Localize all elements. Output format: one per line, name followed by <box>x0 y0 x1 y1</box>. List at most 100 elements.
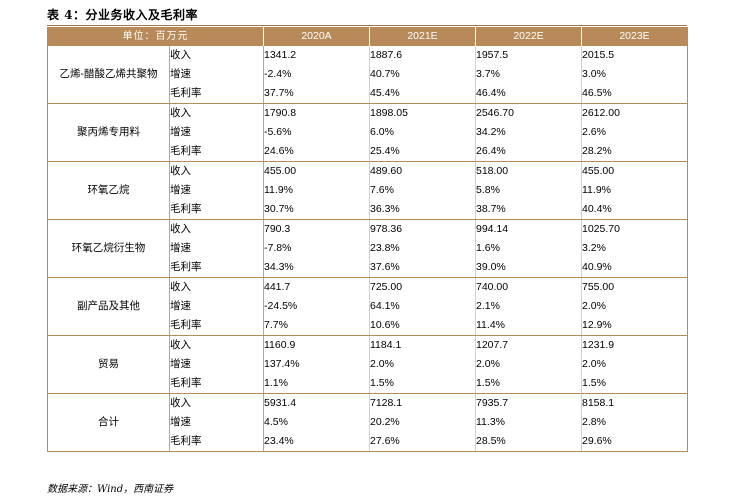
value-cell: 3.0% <box>581 65 688 84</box>
value-cell: 45.4% <box>369 84 476 104</box>
value-cell: 2.8% <box>581 413 688 432</box>
metric-label: 收入 <box>169 161 264 181</box>
table-row: 毛利率 23.4% 27.6% 28.5% 29.6% <box>48 432 688 452</box>
value-cell: 2.0% <box>581 355 688 374</box>
value-cell: 11.4% <box>475 316 582 336</box>
metric-label: 增速 <box>169 239 264 258</box>
value-cell: 2.1% <box>475 297 582 316</box>
metric-label: 毛利率 <box>169 258 264 278</box>
metric-label: 毛利率 <box>169 432 264 452</box>
value-cell: 40.7% <box>369 65 476 84</box>
value-cell: 1957.5 <box>475 46 582 65</box>
table-body: 乙烯-醋酸乙烯共聚物 收入 1341.2 1887.6 1957.5 2015.5 增速 -2… <box>47 46 688 452</box>
value-cell: 2.0% <box>475 355 582 374</box>
value-cell: 46.4% <box>475 84 582 104</box>
value-cell: 1025.70 <box>581 219 688 239</box>
metric-label: 收入 <box>169 393 264 413</box>
value-cell: 34.2% <box>475 123 582 142</box>
value-cell: 11.9% <box>264 184 293 196</box>
value-cell: 2015.5 <box>581 46 688 65</box>
value-cell: 1231.9 <box>581 335 688 355</box>
value-cell: -5.6% <box>264 126 292 138</box>
value-cell: 37.7% <box>263 84 370 104</box>
table-row: 环氧乙烷 收入 455.00 489.60 518.00 455.00 <box>47 161 688 220</box>
metric-label: 收入 <box>169 335 264 355</box>
value-cell: 1184.1 <box>369 335 476 355</box>
value-cell: 1.5% <box>581 374 688 394</box>
table-row: 增速 11.9% 7.6% 5.8% 11.9% <box>48 181 688 200</box>
table-row: 毛利率 1.1% 1.5% 1.5% 1.5% <box>48 374 688 394</box>
value-cell: 978.36 <box>369 219 476 239</box>
value-cell: 4.5% <box>264 416 288 428</box>
value-cell: -2.4% <box>264 68 292 80</box>
value-cell: 1207.7 <box>475 335 582 355</box>
table-row: 毛利率 30.7% 36.3% 38.7% 40.4% <box>48 200 688 220</box>
value-cell: 40.4% <box>581 200 688 220</box>
table-row: 贸易 收入 1160.9 1184.1 1207.7 1231.9 <box>47 335 688 394</box>
table-row: 增速 -24.5% 64.1% 2.1% 2.0% <box>48 297 688 316</box>
value-cell: 10.6% <box>369 316 476 336</box>
value-cell: 28.2% <box>581 142 688 162</box>
value-cell: 11.3% <box>475 413 582 432</box>
metric-label: 收入 <box>169 46 264 65</box>
value-cell: 25.4% <box>369 142 476 162</box>
title-divider <box>47 25 687 26</box>
value-cell: 39.0% <box>475 258 582 278</box>
table-row: 环氧乙烷衍生物 收入 790.3 978.36 994.14 1025.70 <box>47 219 688 278</box>
value-cell: 2.0% <box>581 297 688 316</box>
year-header: 2023E <box>581 27 688 46</box>
metric-label: 毛利率 <box>169 200 264 220</box>
header-row: 单位：百万元 2020A 2021E 2022E 2023E <box>47 27 688 46</box>
table-row: 增速 137.4% 2.0% 2.0% 2.0% <box>48 355 688 374</box>
value-cell: 40.9% <box>581 258 688 278</box>
value-cell: 725.00 <box>369 277 476 297</box>
value-cell: 740.00 <box>475 277 582 297</box>
value-cell: 1898.05 <box>369 103 476 123</box>
metric-label: 收入 <box>169 219 264 239</box>
value-cell: 1887.6 <box>369 46 476 65</box>
value-cell: 7128.1 <box>369 393 476 413</box>
value-cell: 23.4% <box>263 432 370 452</box>
table-row: 增速 -7.8% 23.8% 1.6% 3.2% <box>48 239 688 258</box>
segment-name: 乙烯-醋酸乙烯共聚物 <box>47 46 170 104</box>
value-cell: 8158.1 <box>581 393 688 413</box>
value-cell: 1.1% <box>263 374 370 394</box>
table-row: 合计 收入 5931.4 7128.1 7935.7 8158.1 <box>47 393 688 452</box>
value-cell: 1.6% <box>475 239 582 258</box>
value-cell: 7935.7 <box>475 393 582 413</box>
metric-label: 增速 <box>169 297 264 316</box>
metric-label: 收入 <box>169 103 264 123</box>
value-cell: 36.3% <box>369 200 476 220</box>
value-cell: 5.8% <box>475 181 582 200</box>
value-cell: 1790.8 <box>264 107 297 119</box>
value-cell: 27.6% <box>369 432 476 452</box>
table-row: 毛利率 7.7% 10.6% 11.4% 12.9% <box>48 316 688 336</box>
value-cell: 3.7% <box>475 65 582 84</box>
metric-label: 收入 <box>169 277 264 297</box>
value-cell: 12.9% <box>581 316 688 336</box>
value-cell: 1.5% <box>369 374 476 394</box>
metric-label: 毛利率 <box>169 84 264 104</box>
table-row: 聚丙烯专用料 收入 1790.8 1898.05 2546.70 2612.00 <box>47 103 688 162</box>
revenue-margin-table: 单位：百万元 2020A 2021E 2022E 2023E 乙烯-醋酸乙烯共聚… <box>47 27 688 452</box>
value-cell: 1.5% <box>475 374 582 394</box>
value-cell: -24.5% <box>264 300 298 312</box>
data-source-note: 数据来源：Wind，西南证券 <box>47 484 174 495</box>
value-cell: 64.1% <box>369 297 476 316</box>
table-row: 毛利率 37.7% 45.4% 46.4% 46.5% <box>48 84 688 104</box>
table-row: 增速 4.5% 20.2% 11.3% 2.8% <box>48 413 688 432</box>
year-header: 2022E <box>475 27 582 46</box>
metric-label: 毛利率 <box>169 374 264 394</box>
value-cell: 29.6% <box>581 432 688 452</box>
table-row: 副产品及其他 收入 441.7 725.00 740.00 755.00 <box>47 277 688 336</box>
metric-label: 增速 <box>169 413 264 432</box>
value-cell: 6.0% <box>369 123 476 142</box>
value-cell: 1341.2 <box>264 49 297 61</box>
value-cell: 3.2% <box>581 239 688 258</box>
value-cell: 790.3 <box>264 223 291 235</box>
value-cell: 37.6% <box>369 258 476 278</box>
value-cell: 2546.70 <box>475 103 582 123</box>
year-header: 2020A <box>263 27 370 46</box>
metric-label: 增速 <box>169 355 264 374</box>
value-cell: 137.4% <box>264 358 300 370</box>
